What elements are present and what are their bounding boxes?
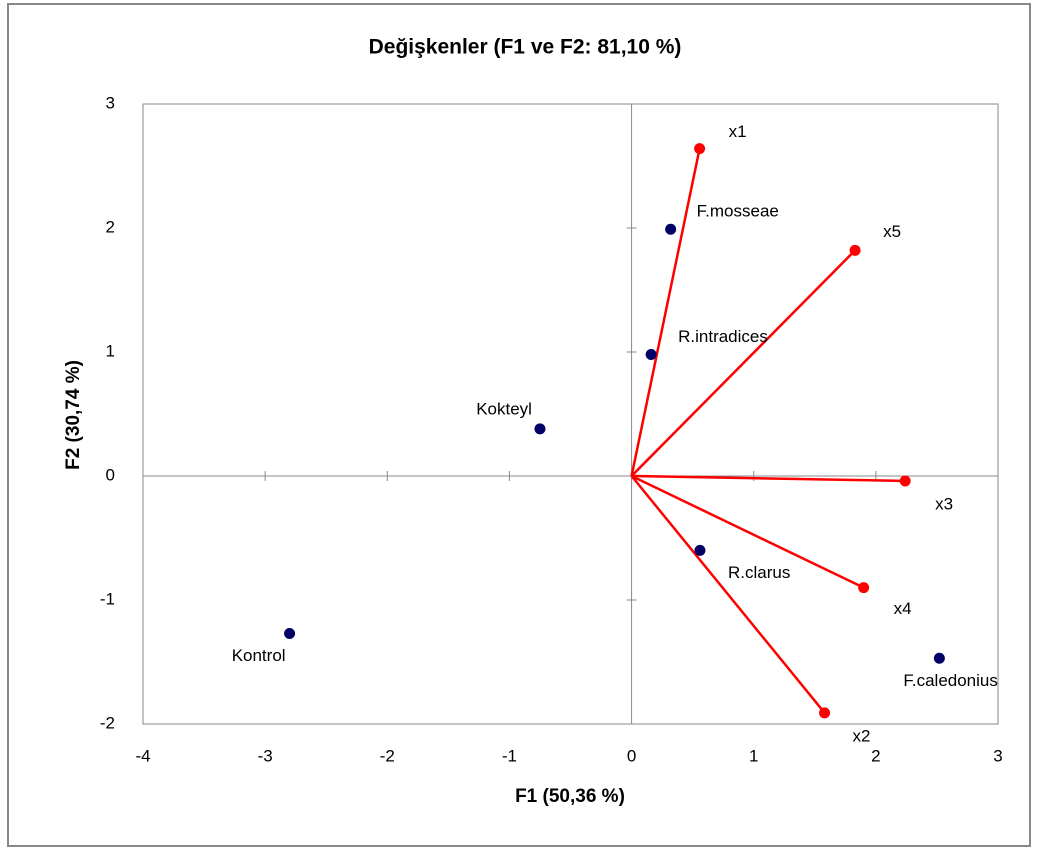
- point: [694, 544, 706, 556]
- point-label: x1: [729, 122, 747, 141]
- point: [933, 652, 945, 664]
- chart-border: [7, 3, 1031, 847]
- point: [665, 223, 677, 235]
- vector: [630, 475, 826, 714]
- x-axis-label: F1 (50,36 %): [515, 786, 625, 807]
- point: [899, 475, 911, 487]
- point-label: F.caledonius: [903, 671, 998, 690]
- x-tick-label: 0: [627, 746, 636, 765]
- x-tick-label: -1: [502, 746, 517, 765]
- y-tick-label: 0: [106, 465, 115, 484]
- point-label: Kokteyl: [476, 399, 532, 418]
- y-axis-label: F2 (30,74 %): [63, 360, 84, 470]
- point: [284, 627, 296, 639]
- point-label: Kontrol: [232, 646, 286, 665]
- point: [694, 143, 706, 155]
- vector: [630, 148, 701, 477]
- vector: [631, 474, 865, 589]
- point-label: x2: [853, 726, 871, 745]
- point-label: x5: [883, 222, 901, 241]
- y-tick-label: -2: [100, 713, 115, 732]
- vector: [630, 249, 856, 477]
- point: [858, 582, 870, 594]
- y-tick-label: 1: [106, 341, 115, 360]
- x-tick-label: -2: [380, 746, 395, 765]
- point-label: x3: [935, 494, 953, 513]
- point-label: x4: [894, 599, 912, 618]
- point-label: R.clarus: [728, 563, 790, 582]
- y-tick-label: 2: [106, 217, 115, 236]
- point: [534, 423, 546, 435]
- chart-title: Değişkenler (F1 ve F2: 81,10 %): [369, 36, 682, 59]
- point: [819, 707, 831, 719]
- x-tick-label: -3: [258, 746, 273, 765]
- point-label: R.intradices: [678, 327, 768, 346]
- plot-frame: [142, 103, 999, 725]
- vector: [631, 474, 906, 483]
- point-label: F.mosseae: [697, 202, 779, 221]
- x-tick-label: 3: [993, 746, 1002, 765]
- y-tick-label: 3: [106, 93, 115, 112]
- x-tick-label: 2: [871, 746, 880, 765]
- y-tick-label: -1: [100, 589, 115, 608]
- x-tick-label: -4: [135, 746, 150, 765]
- point: [849, 244, 861, 256]
- point: [645, 348, 657, 360]
- x-tick-label: 1: [749, 746, 758, 765]
